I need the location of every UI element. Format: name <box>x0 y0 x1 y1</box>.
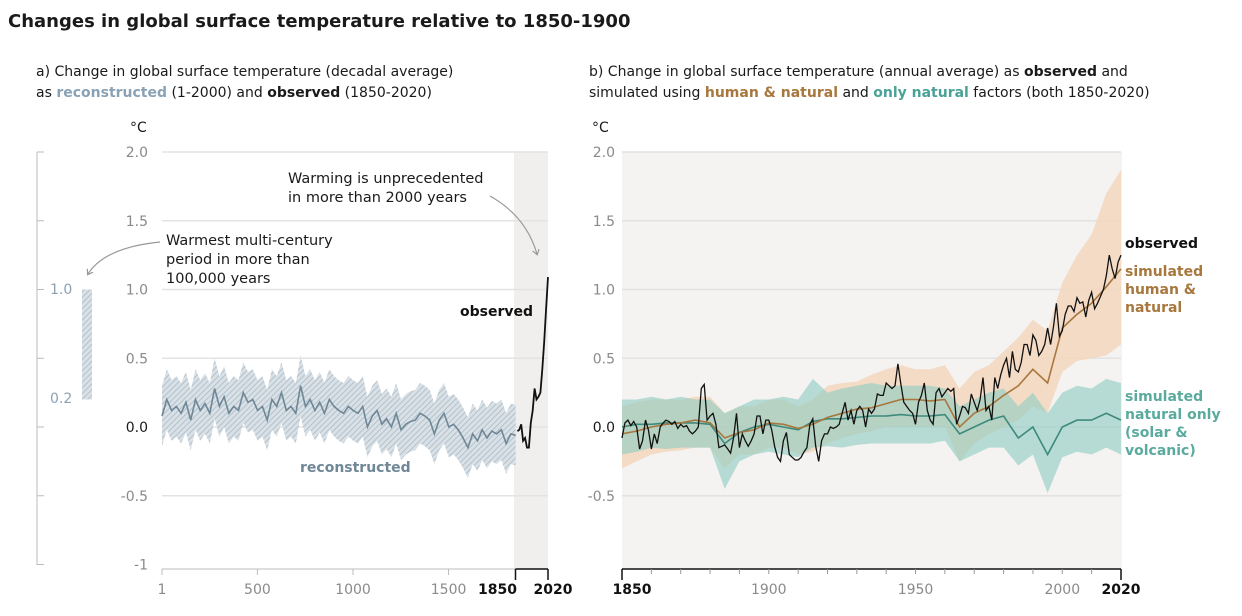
panel-a-y-tick-label: 2.0 <box>126 145 148 161</box>
panel-a-subtitle-line1: a) Change in global surface temperature … <box>36 64 453 80</box>
panel-b-chart: 2.0 1.5 1.0 0.5 0.0 -0.5 °C 1900 1950 2000 1850 2… <box>588 120 1225 598</box>
natural-only-line <box>621 412 1122 457</box>
panel-b-subtitle-line1: b) Change in global surface temperature … <box>589 64 1128 80</box>
annotation-warmest-line3: 100,000 years <box>166 271 270 287</box>
panel-b-y-unit: °C <box>592 120 609 136</box>
panel-b-y-tick-label: 1.5 <box>593 214 615 230</box>
panel-b-x-tick-label-bold: 2020 <box>1102 582 1141 598</box>
panel-a-y-tick-label: 0.5 <box>126 351 148 367</box>
panel-a-observed-label: observed <box>460 304 533 320</box>
panel-a-y-unit: °C <box>130 120 147 136</box>
panel-b-x-tick-label: 1950 <box>898 582 934 598</box>
annotation-warming-line2: in more than 2000 years <box>288 190 467 206</box>
panel-a-chart: 2.0 1.5 1.0 0.5 0.0 -0.5 -1 °C 1.0 0.2 Warming… <box>36 120 573 598</box>
panel-b-observed-label: observed <box>1125 236 1198 252</box>
panel-b-subtitle-line2: simulated using human & natural and only… <box>589 85 1150 101</box>
panel-a-subtitle-line2: as reconstructed (1-2000) and observed (… <box>36 85 432 101</box>
panel-b-natural-label: simulated natural only (solar & volcanic… <box>1125 389 1225 459</box>
panel-b-x-tick-label-bold: 1850 <box>613 582 652 598</box>
warmest-period-bar <box>82 289 92 400</box>
panel-a-observed-line <box>516 277 549 449</box>
reconstructed-uncertainty-band <box>162 355 516 478</box>
panel-b-x-tick-label: 2000 <box>1044 582 1080 598</box>
annotation-warmest-line2: period in more than <box>166 252 310 268</box>
annotation-warmest-arrow <box>88 241 161 274</box>
panel-a-y-tick-label: -1 <box>134 558 148 574</box>
side-label-upper: 1.0 <box>50 282 72 298</box>
reconstructed-line <box>161 385 516 450</box>
panel-b-y-tick-label: 1.0 <box>593 283 615 299</box>
panel-a-y-tick-label: 1.5 <box>126 214 148 230</box>
human-natural-line <box>621 268 1122 439</box>
side-label-lower: 0.2 <box>50 391 72 407</box>
panel-a-x-tick-label: 1500 <box>431 582 467 598</box>
panel-a-x-tick-label: 500 <box>244 582 271 598</box>
panel-a-x-tick-label-bold: 2020 <box>534 582 573 598</box>
panel-a-x-tick-label: 1000 <box>335 582 371 598</box>
panel-b-human-natural-label: simulated human & natural <box>1125 264 1208 316</box>
panel-b-y-tick-label: 2.0 <box>593 145 615 161</box>
panel-a-reconstructed-label: reconstructed <box>300 460 411 476</box>
panel-a-x-tick-label-bold: 1850 <box>478 582 517 598</box>
panel-a-x-tick-label: 1 <box>158 582 167 598</box>
panel-b-y-tick-label: 0.5 <box>593 351 615 367</box>
panel-b-y-tick-label: 0.0 <box>593 420 615 436</box>
panel-a-y-tick-label: -0.5 <box>121 489 148 505</box>
annotation-warming-arrow <box>489 195 537 254</box>
annotation-warming-line1: Warming is unprecedented <box>288 171 484 187</box>
panel-b-x-tick-label: 1900 <box>751 582 787 598</box>
panel-b-observed-line <box>621 254 1122 464</box>
panel-a-y-tick-label: 0.0 <box>126 420 148 436</box>
figure-title: Changes in global surface temperature re… <box>8 11 630 32</box>
panel-b-y-tick-label: -0.5 <box>588 489 615 505</box>
natural-only-range-band <box>622 378 1121 493</box>
annotation-warmest-line1: Warmest multi-century <box>166 233 333 249</box>
panel-a-y-tick-label: 1.0 <box>126 283 148 299</box>
